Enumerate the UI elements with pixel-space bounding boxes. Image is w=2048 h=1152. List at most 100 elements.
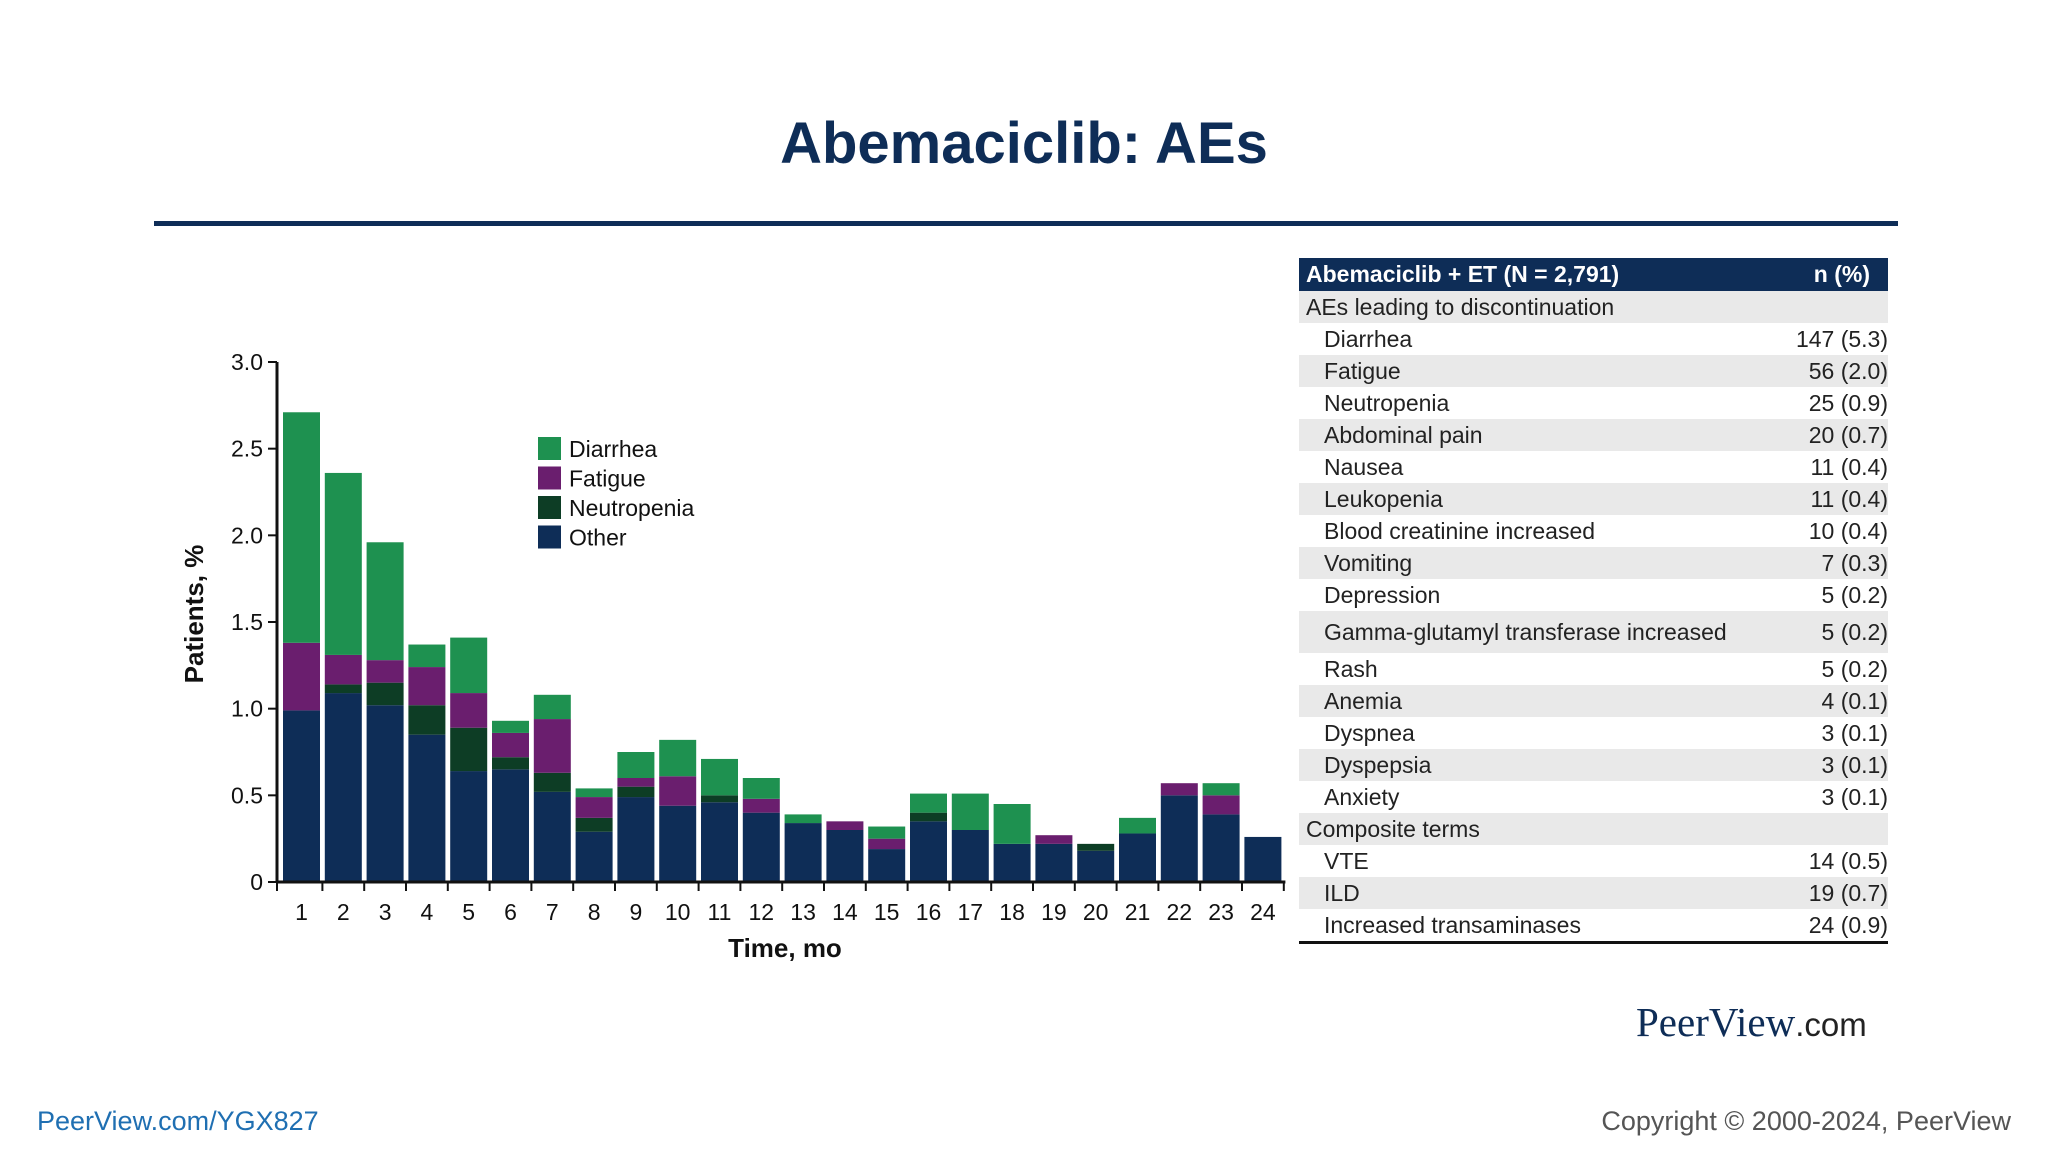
y-tick-label: 1.5 bbox=[231, 609, 263, 635]
table-row-value: 10 (0.4) bbox=[1808, 518, 1888, 544]
table-row: Nausea 11 (0.4) bbox=[1299, 451, 1888, 483]
footer-link[interactable]: PeerView.com/YGX827 bbox=[37, 1106, 319, 1136]
table-row: Dyspepsia 3 (0.1) bbox=[1299, 749, 1888, 781]
x-tick-label: 22 bbox=[1167, 899, 1193, 925]
table-row: Increased transaminases 24 (0.9) bbox=[1299, 909, 1888, 941]
x-tick-label: 2 bbox=[337, 899, 350, 925]
table-row-value: 7 (0.3) bbox=[1821, 550, 1888, 576]
bar-segment-other bbox=[910, 821, 947, 882]
x-tick-label: 10 bbox=[665, 899, 691, 925]
x-tick-label: 1 bbox=[295, 899, 308, 925]
bar-segment-other bbox=[492, 769, 529, 882]
table-row-label: Blood creatinine increased bbox=[1324, 518, 1596, 544]
table-row-label: Increased transaminases bbox=[1324, 912, 1581, 938]
bar-segment-diarrhea bbox=[1202, 783, 1240, 796]
bar-segment-neutropenia bbox=[617, 786, 655, 798]
bar-segment-fatigue bbox=[450, 693, 488, 728]
bar-segment-diarrhea bbox=[533, 694, 571, 720]
bar-segment-fatigue bbox=[1035, 835, 1073, 844]
bar-segment-neutropenia bbox=[1077, 843, 1115, 851]
slide-title: Abemaciclib: AEs bbox=[780, 111, 1268, 176]
x-axis-title: Time, mo bbox=[728, 933, 842, 963]
bar-segment-neutropenia bbox=[701, 795, 738, 803]
bar-segment-diarrhea bbox=[366, 542, 404, 661]
bar-segment-diarrhea bbox=[659, 739, 697, 777]
bar-segment-neutropenia bbox=[450, 727, 488, 772]
bar-segment-diarrhea bbox=[324, 472, 362, 655]
legend-label-other: Other bbox=[569, 525, 627, 551]
y-tick-label: 0.5 bbox=[231, 782, 263, 808]
bar-segment-diarrhea bbox=[868, 826, 906, 839]
title-divider bbox=[154, 221, 1898, 226]
table-row-label: Fatigue bbox=[1324, 358, 1401, 384]
table-row-label: Diarrhea bbox=[1324, 326, 1413, 352]
table-row: Neutropenia 25 (0.9) bbox=[1299, 387, 1888, 419]
table-row-label: Composite terms bbox=[1306, 816, 1480, 842]
bar-segment-other bbox=[283, 710, 320, 882]
bar-segment-other bbox=[450, 771, 488, 882]
x-tick-label: 6 bbox=[504, 899, 517, 925]
table-row: ILD 19 (0.7) bbox=[1299, 877, 1888, 909]
bar-segment-diarrhea bbox=[575, 788, 613, 798]
bar-segment-other bbox=[1244, 836, 1282, 882]
table-row-label: Leukopenia bbox=[1324, 486, 1443, 512]
table-row-label: Gamma-glutamyl transferase increased bbox=[1324, 619, 1727, 645]
x-tick-label: 14 bbox=[832, 899, 858, 925]
bar-segment-fatigue bbox=[366, 660, 404, 683]
x-tick-label: 24 bbox=[1250, 899, 1276, 925]
table-row-value: 14 (0.5) bbox=[1808, 848, 1888, 874]
table-row-value: 5 (0.2) bbox=[1821, 656, 1888, 682]
bar-segment-fatigue bbox=[283, 642, 320, 711]
table-row-label: Dyspepsia bbox=[1324, 752, 1432, 778]
bar-segment-other bbox=[993, 843, 1031, 882]
bar-segment-neutropenia bbox=[492, 757, 529, 770]
bar-segment-other bbox=[784, 823, 822, 882]
table-section-row: Composite terms bbox=[1299, 813, 1888, 845]
table-row: Depression 5 (0.2) bbox=[1299, 579, 1888, 611]
bar-segment-diarrhea bbox=[492, 720, 529, 733]
ae-table: Abemaciclib + ET (N = 2,791) n (%) AEs l… bbox=[1299, 258, 1888, 941]
y-tick-label: 1.0 bbox=[231, 696, 263, 722]
stacked-bar-chart: 1 2 3 4 5 6 7 8 9 10 11 12 13 14 15 16 17 18 19 20 21 22 23 240… bbox=[179, 349, 1286, 963]
table-row-value: 147 (5.3) bbox=[1795, 326, 1888, 352]
table-header-value: n (%) bbox=[1813, 261, 1870, 287]
bar-segment-other bbox=[1160, 795, 1198, 882]
bar-segment-fatigue bbox=[1160, 783, 1198, 796]
x-tick-label: 19 bbox=[1041, 899, 1067, 925]
bar-segment-diarrhea bbox=[1119, 817, 1156, 834]
x-tick-label: 20 bbox=[1083, 899, 1109, 925]
table-row-value: 4 (0.1) bbox=[1821, 688, 1888, 714]
table-row: Anemia 4 (0.1) bbox=[1299, 685, 1888, 717]
bar-segment-other bbox=[366, 705, 404, 882]
table-header-label: Abemaciclib + ET (N = 2,791) bbox=[1306, 261, 1620, 287]
table-row-value: 5 (0.2) bbox=[1821, 619, 1888, 645]
bar-segment-diarrhea bbox=[742, 778, 780, 799]
table-row-value: 19 (0.7) bbox=[1808, 880, 1888, 906]
table-row: Fatigue 56 (2.0) bbox=[1299, 355, 1888, 387]
x-tick-label: 12 bbox=[749, 899, 775, 925]
table-row-label: Abdominal pain bbox=[1324, 422, 1483, 448]
table-row-label: Neutropenia bbox=[1324, 390, 1450, 416]
table-row-value: 24 (0.9) bbox=[1808, 912, 1888, 938]
bar-segment-fatigue bbox=[533, 719, 571, 773]
y-tick-label: 0 bbox=[250, 869, 263, 895]
table-row-value: 5 (0.2) bbox=[1821, 582, 1888, 608]
bar-segment-neutropenia bbox=[910, 812, 947, 822]
bar-segment-other bbox=[1077, 850, 1115, 882]
table-row: Rash 5 (0.2) bbox=[1299, 653, 1888, 685]
bar-segment-fatigue bbox=[575, 797, 613, 818]
table-row-value: 56 (2.0) bbox=[1808, 358, 1888, 384]
bar-segment-fatigue bbox=[617, 778, 655, 787]
bar-segment-other bbox=[533, 791, 571, 882]
bar-segment-other bbox=[1119, 833, 1156, 882]
bar-segment-neutropenia bbox=[366, 682, 404, 706]
bar-segment-other bbox=[742, 812, 780, 882]
bar-segment-neutropenia bbox=[575, 817, 613, 832]
table-row-value: 25 (0.9) bbox=[1808, 390, 1888, 416]
x-tick-label: 7 bbox=[546, 899, 559, 925]
table-row-value: 3 (0.1) bbox=[1821, 784, 1888, 810]
bar-segment-diarrhea bbox=[617, 752, 655, 778]
table-row-value: 3 (0.1) bbox=[1821, 720, 1888, 746]
x-tick-label: 13 bbox=[790, 899, 816, 925]
legend-swatch-other bbox=[538, 525, 561, 549]
